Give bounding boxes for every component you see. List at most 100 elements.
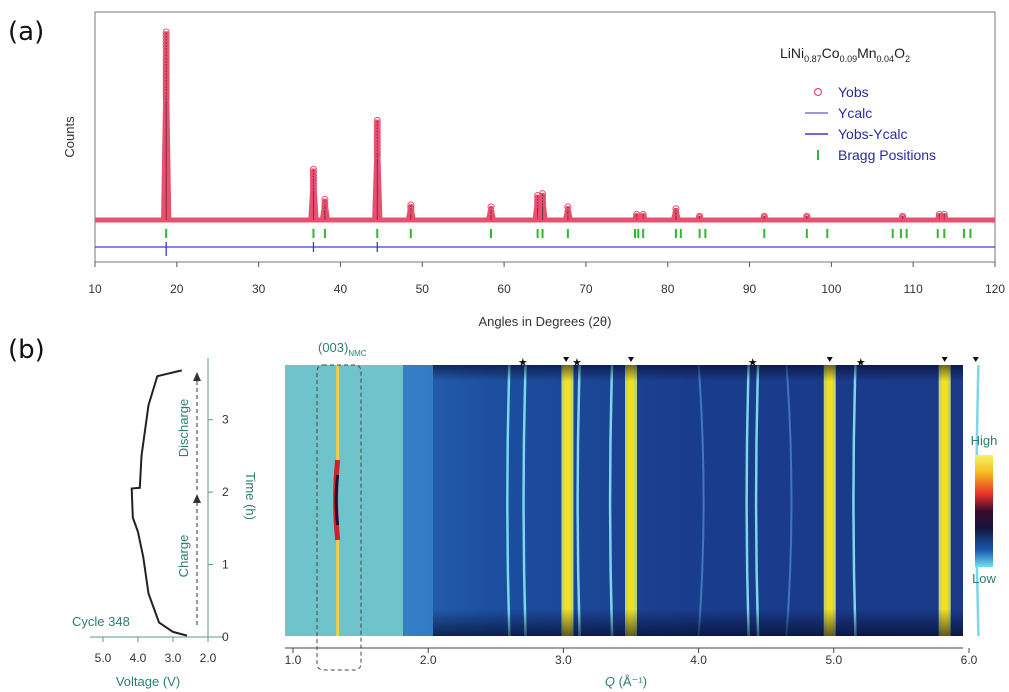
panel-a-plot: 10 20 30 40 50 60 70 80 90 100 110 120	[88, 11, 1005, 296]
colorbar: High Low	[971, 433, 998, 586]
voltage-curve	[130, 369, 188, 637]
heatmap-low-q-region	[285, 365, 403, 636]
yobs-point	[487, 203, 495, 211]
yobs-point	[639, 210, 647, 218]
panel-a-tick-label: 20	[170, 282, 184, 296]
marker-arrow-1	[563, 357, 570, 362]
yobs-point	[162, 94, 170, 102]
yobs-point	[373, 148, 381, 156]
panel-a-legend: Yobs Ycalc Yobs-Ycalc Bragg Positions	[805, 84, 936, 163]
heatmap-markers: ★ ★ ★ ★	[518, 357, 979, 369]
marker-star-0: ★	[518, 357, 528, 369]
nmc-003-box	[316, 364, 362, 671]
legend-yobs-marker	[813, 87, 823, 97]
yobs-point	[407, 201, 415, 209]
marker-arrow-8	[972, 357, 979, 362]
marker-arrow-7	[941, 357, 948, 362]
legend-ycalc-label: Ycalc	[838, 105, 872, 121]
difference-series	[95, 242, 995, 256]
panel-a-tick-label: 10	[88, 282, 102, 296]
cycle-label: Cycle 348	[72, 614, 130, 629]
yobs-point	[373, 151, 381, 159]
voltage-xlabel: Voltage (V)	[116, 674, 180, 689]
panel-a-frame	[94, 11, 996, 263]
marker-arrow-3	[628, 357, 634, 362]
heatmap-tick-label: 6.0	[961, 653, 978, 667]
yobs-point	[309, 180, 317, 188]
voltage-tick-label: 5.0	[95, 651, 112, 665]
heatmap-xlabel: Q (Å⁻¹)	[605, 674, 647, 689]
bragg-positions	[165, 229, 972, 238]
time-tick-label: 1	[222, 558, 229, 572]
heatmap-transition	[403, 365, 433, 636]
heatmap-tick-label: 4.0	[690, 653, 707, 667]
heatmap-tick-label: 3.0	[555, 653, 572, 667]
legend-bragg-label: Bragg Positions	[838, 147, 936, 163]
voltage-tick-label: 3.0	[165, 651, 182, 665]
yobs-point	[539, 196, 547, 204]
panel-b-label: (b)	[8, 335, 45, 365]
yobs-point	[899, 214, 907, 222]
time-tick-label: 0	[222, 630, 229, 644]
panel-a-ylabel: Counts	[62, 116, 77, 158]
nmc-003-label: (003)NMC	[318, 340, 367, 358]
panel-a-tick-label: 120	[985, 282, 1005, 296]
panel-a-tick-label: 90	[743, 282, 757, 296]
panel-a-tick-label: 30	[252, 282, 266, 296]
yobs-point	[672, 205, 680, 213]
panel-a-xlabel: Angles in Degrees (2θ)	[479, 314, 612, 329]
panel-a-tick-label: 40	[334, 282, 348, 296]
yobs-point	[633, 210, 641, 218]
marker-star-4: ★	[748, 357, 758, 369]
panel-a-tick-label: 100	[821, 282, 841, 296]
panel-a-label: (a)	[8, 17, 44, 47]
heatmap-x-ticks: 1.0 2.0 3.0 4.0 5.0 6.0	[285, 648, 978, 667]
compound-formula: LiNi0.87Co0.09Mn0.04O2	[780, 45, 910, 64]
heatmap-tick-label: 1.0	[285, 653, 302, 667]
yobs-point	[309, 183, 317, 191]
discharge-label: Discharge	[176, 399, 191, 458]
yobs-point	[633, 212, 641, 220]
heatmap: ★ ★ ★ ★ 1.0 2.0 3.0 4.0 5.0 6.0	[285, 357, 980, 671]
yobs-point	[760, 214, 768, 222]
panel-a-x-ticks: 10 20 30 40 50 60 70 80 90 100 110 120	[88, 262, 1005, 296]
voltage-tick-label: 2.0	[200, 651, 217, 665]
yobs-point	[321, 203, 329, 211]
yobs-point	[696, 214, 704, 222]
time-ylabel: Time (h)	[243, 472, 258, 520]
panel-a-tick-label: 50	[416, 282, 430, 296]
yobs-point	[539, 199, 547, 207]
marker-arrow-5	[826, 357, 833, 362]
colorbar-high-label: High	[971, 433, 998, 448]
yobs-point	[162, 91, 170, 99]
yobs-point	[487, 207, 495, 215]
heatmap-edge-shade	[433, 365, 963, 636]
time-y-ticks: 0 1 2 3	[208, 413, 229, 644]
panel-a-tick-label: 110	[904, 282, 923, 296]
heatmap-tick-label: 5.0	[825, 653, 842, 667]
yobs-point	[940, 212, 948, 220]
voltage-tick-label: 4.0	[130, 651, 147, 665]
yobs-point	[639, 212, 647, 220]
yobs-point	[407, 204, 415, 212]
yobs-point	[803, 214, 811, 222]
voltage-plot: 5.0 4.0 3.0 2.0 0 1 2 3	[90, 358, 229, 665]
colorbar-low-label: Low	[972, 571, 996, 586]
panel-a-tick-label: 80	[661, 282, 675, 296]
yobs-point	[321, 199, 329, 207]
yobs-point	[940, 210, 948, 218]
yobs-point	[564, 203, 572, 211]
yobs-point	[672, 209, 680, 217]
yobs-point	[564, 207, 572, 215]
panel-a-tick-label: 60	[497, 282, 511, 296]
charge-label: Charge	[176, 535, 191, 578]
reflection-core-0	[334, 474, 340, 526]
colorbar-gradient	[975, 455, 993, 567]
marker-star-6: ★	[856, 357, 866, 369]
yobs-point	[407, 206, 415, 214]
legend-yobs-label: Yobs	[838, 84, 869, 100]
panel-a-tick-label: 70	[579, 282, 593, 296]
voltage-x-ticks: 5.0 4.0 3.0 2.0	[95, 637, 217, 665]
time-tick-label: 3	[222, 413, 229, 427]
